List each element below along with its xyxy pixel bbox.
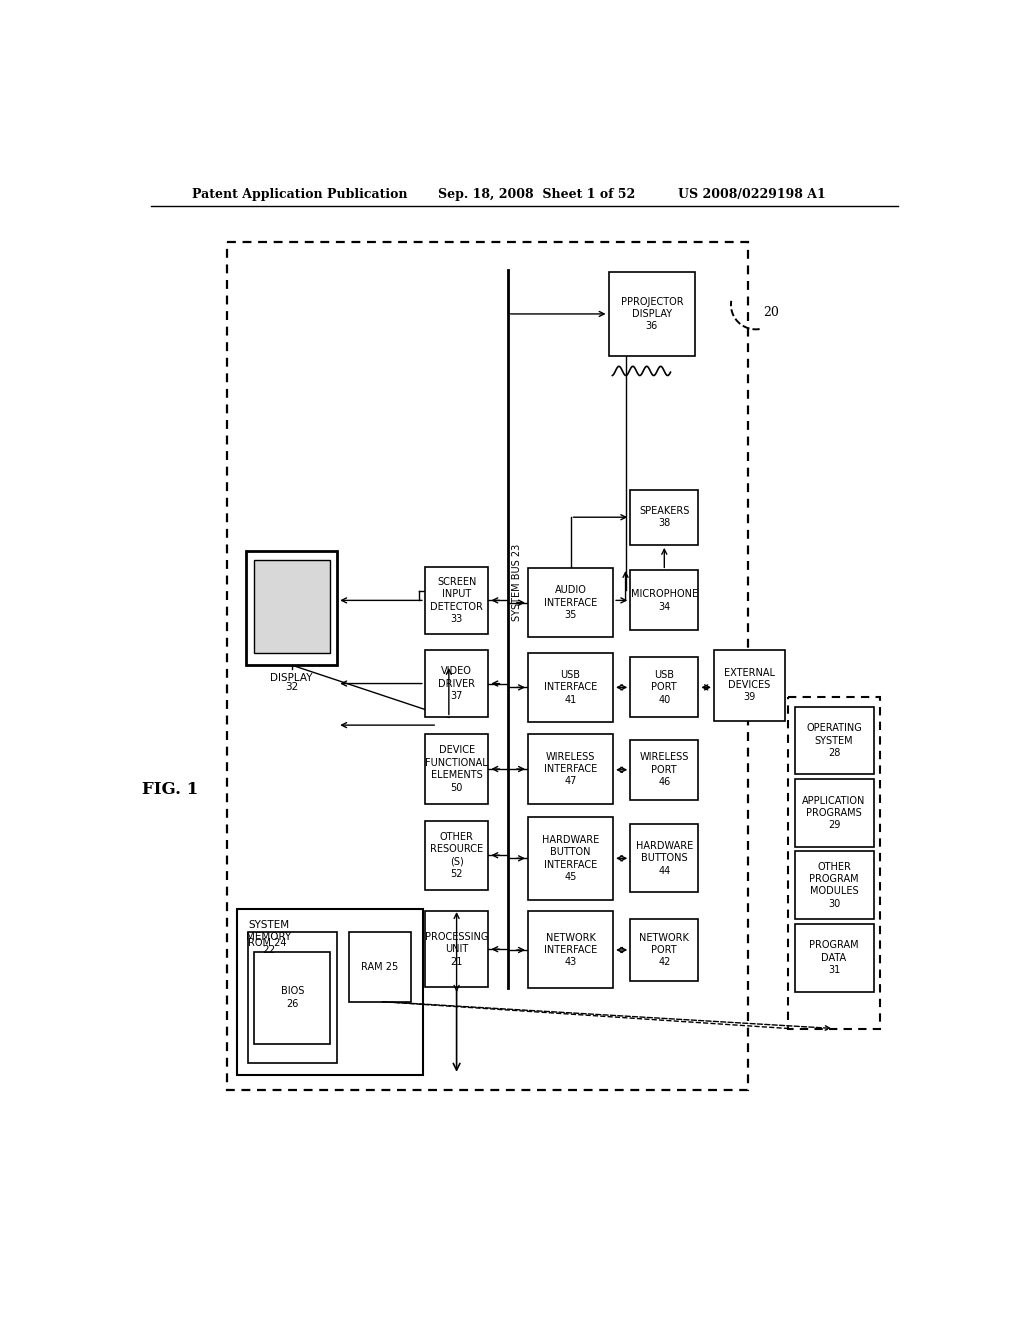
Bar (425, 649, 488, 718)
Text: WIRELESS
INTERFACE
47: WIRELESS INTERFACE 47 (544, 751, 597, 787)
Text: DEVICE
FUNCTIONAL
ELEMENTS
50: DEVICE FUNCTIONAL ELEMENTS 50 (425, 746, 488, 792)
Text: ROM 24: ROM 24 (248, 939, 287, 948)
Bar (246, 552, 337, 665)
Bar (528, 817, 613, 900)
Bar (254, 952, 331, 1044)
Bar (630, 825, 698, 892)
Text: Sep. 18, 2008  Sheet 1 of 52: Sep. 18, 2008 Sheet 1 of 52 (438, 187, 635, 201)
Bar (349, 932, 411, 1002)
Text: SPEAKERS
38: SPEAKERS 38 (639, 506, 689, 528)
Bar (630, 657, 698, 718)
Bar (227, 242, 748, 1090)
Text: 20: 20 (763, 306, 779, 319)
Text: OPERATING
SYSTEM
28: OPERATING SYSTEM 28 (806, 723, 862, 758)
Text: Patent Application Publication: Patent Application Publication (191, 187, 408, 201)
Bar (714, 649, 785, 721)
Bar (425, 734, 488, 804)
Bar (528, 653, 613, 722)
Text: EXTERNAL
DEVICES
39: EXTERNAL DEVICES 39 (724, 668, 775, 702)
Text: PPROJECTOR
DISPLAY
36: PPROJECTOR DISPLAY 36 (621, 297, 683, 331)
Bar (795, 851, 873, 919)
Text: SYSTEM
MEMORY
22: SYSTEM MEMORY 22 (247, 920, 292, 954)
Text: APPLICATION
PROGRAMS
29: APPLICATION PROGRAMS 29 (803, 796, 865, 830)
Text: DISPLAY: DISPLAY (270, 673, 312, 682)
Bar (630, 919, 698, 981)
Text: SYSTEM BUS 23: SYSTEM BUS 23 (512, 544, 522, 620)
Bar (795, 779, 873, 847)
Bar (425, 821, 488, 890)
Text: AUDIO
INTERFACE
35: AUDIO INTERFACE 35 (544, 585, 597, 620)
Bar (248, 932, 337, 1063)
Bar (425, 911, 488, 987)
Bar (528, 734, 613, 804)
Text: SCREEN
INPUT
DETECTOR
33: SCREEN INPUT DETECTOR 33 (430, 577, 483, 624)
Text: RAM 25: RAM 25 (361, 962, 398, 972)
Bar (630, 570, 698, 631)
Bar (237, 909, 423, 1074)
Text: OTHER
RESOURCE
(S)
52: OTHER RESOURCE (S) 52 (430, 832, 483, 879)
Bar (254, 560, 330, 653)
Text: USB
PORT
40: USB PORT 40 (651, 671, 677, 705)
Bar (425, 566, 488, 635)
Text: PROCESSING
UNIT
21: PROCESSING UNIT 21 (425, 932, 488, 966)
Bar (608, 272, 695, 355)
Text: 32: 32 (285, 682, 298, 692)
Text: NETWORK
INTERFACE
43: NETWORK INTERFACE 43 (544, 932, 597, 968)
Text: PROGRAM
DATA
31: PROGRAM DATA 31 (809, 940, 859, 975)
Text: OTHER
PROGRAM
MODULES
30: OTHER PROGRAM MODULES 30 (809, 862, 859, 909)
Text: WIRELESS
PORT
46: WIRELESS PORT 46 (640, 752, 689, 787)
Bar (788, 697, 880, 1028)
Text: MICROPHONE
34: MICROPHONE 34 (631, 589, 698, 611)
Bar (528, 911, 613, 989)
Text: FIG. 1: FIG. 1 (142, 781, 199, 799)
Text: VIDEO
DRIVER
37: VIDEO DRIVER 37 (438, 667, 475, 701)
Bar (630, 490, 698, 545)
Text: US 2008/0229198 A1: US 2008/0229198 A1 (678, 187, 826, 201)
Bar (795, 706, 873, 775)
Text: USB
INTERFACE
41: USB INTERFACE 41 (544, 671, 597, 705)
Text: HARDWARE
BUTTON
INTERFACE
45: HARDWARE BUTTON INTERFACE 45 (542, 834, 599, 882)
Bar (795, 924, 873, 991)
Text: HARDWARE
BUTTONS
44: HARDWARE BUTTONS 44 (636, 841, 693, 875)
Text: BIOS
26: BIOS 26 (281, 986, 304, 1008)
Bar (528, 568, 613, 638)
Text: NETWORK
PORT
42: NETWORK PORT 42 (639, 932, 689, 968)
Bar (630, 739, 698, 800)
